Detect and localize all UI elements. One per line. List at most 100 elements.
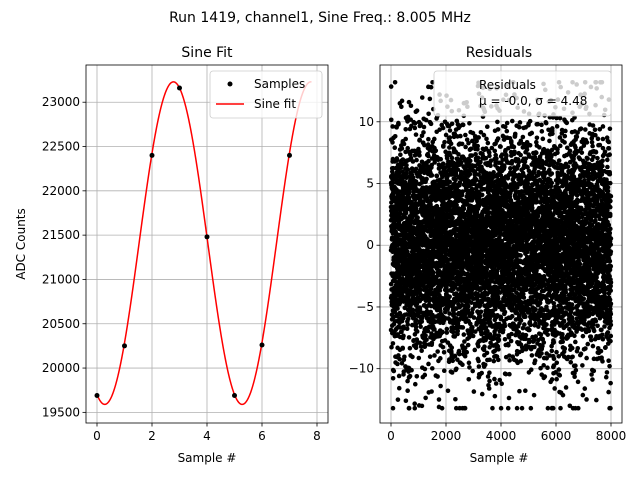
residual-point — [461, 123, 466, 128]
residual-point — [506, 343, 511, 348]
sine-fit-legend: Samples Sine fit — [210, 71, 322, 118]
residual-point — [413, 382, 418, 387]
residual-point — [402, 142, 407, 147]
residual-point — [428, 97, 433, 102]
residual-point — [434, 148, 439, 153]
residual-point — [442, 368, 447, 373]
y-tick-label: 21500 — [42, 228, 80, 242]
residual-point — [417, 153, 422, 158]
residual-point — [441, 345, 446, 350]
residual-point — [492, 359, 497, 364]
residual-point — [431, 270, 436, 275]
legend-samples-label: Samples — [254, 77, 305, 91]
residual-point — [414, 325, 419, 330]
residual-point — [420, 404, 425, 409]
x-tick-label: 6 — [258, 429, 266, 443]
residual-point — [393, 80, 398, 85]
residual-point — [424, 177, 429, 182]
residual-point — [400, 346, 405, 351]
residual-point — [472, 315, 477, 320]
residual-point — [484, 137, 489, 142]
residual-point — [389, 118, 394, 123]
residual-point — [432, 353, 437, 358]
residual-point — [429, 122, 434, 127]
residual-point — [391, 341, 396, 346]
residual-point — [415, 108, 420, 113]
residual-point — [405, 326, 410, 331]
residual-point — [413, 126, 418, 131]
residual-point — [488, 163, 493, 168]
residual-point — [466, 304, 471, 309]
residual-point — [506, 406, 511, 411]
residual-point — [472, 348, 477, 353]
residual-point — [521, 135, 526, 140]
residual-point — [497, 337, 502, 342]
y-tick-label: 21000 — [42, 272, 80, 286]
residual-point — [462, 332, 467, 337]
residual-point — [391, 376, 396, 381]
residual-point — [463, 354, 468, 359]
residual-point — [426, 137, 431, 142]
residual-point — [494, 156, 499, 161]
residual-point — [415, 329, 420, 334]
residual-point — [468, 172, 473, 177]
residual-point — [438, 356, 443, 361]
residual-point — [496, 358, 501, 363]
residual-point — [466, 377, 471, 382]
residual-point — [390, 140, 395, 145]
residual-point — [517, 389, 522, 394]
residual-point — [517, 125, 522, 130]
residual-point — [430, 366, 435, 371]
residual-point — [492, 149, 497, 154]
residual-point — [392, 145, 397, 150]
residual-point — [462, 207, 467, 212]
residual-point — [428, 354, 433, 359]
legend-samples-marker — [228, 82, 233, 87]
residual-point — [487, 386, 492, 391]
residual-point — [409, 368, 414, 373]
residual-point — [470, 369, 475, 374]
residual-point — [415, 215, 420, 220]
residual-point — [520, 406, 525, 411]
residual-point — [426, 111, 431, 116]
residual-point — [449, 345, 454, 350]
x-tick-label: 0 — [93, 429, 101, 443]
sample-point — [232, 393, 237, 398]
residual-point — [403, 127, 408, 132]
residual-point — [476, 156, 481, 161]
residual-point — [400, 146, 405, 151]
residual-point — [515, 406, 520, 411]
residual-point — [446, 389, 451, 394]
residual-point — [487, 357, 492, 362]
residual-point — [432, 137, 437, 142]
residual-point — [496, 296, 501, 301]
residual-point — [430, 173, 435, 178]
residual-point — [414, 158, 419, 163]
residual-point — [460, 142, 465, 147]
residual-point — [414, 167, 419, 172]
residual-point — [404, 163, 409, 168]
residual-point — [512, 145, 517, 150]
residual-point — [442, 350, 447, 355]
residual-point — [466, 343, 471, 348]
residual-point — [502, 165, 507, 170]
residual-point — [450, 156, 455, 161]
residual-point — [466, 308, 471, 313]
residual-point — [480, 392, 485, 397]
residual-point — [475, 144, 480, 149]
residual-point — [450, 216, 455, 221]
residual-point — [485, 124, 490, 129]
sine-fit-grid — [86, 65, 328, 423]
residual-point — [461, 325, 466, 330]
residual-point — [420, 95, 425, 100]
residual-point — [487, 370, 492, 375]
residual-point — [509, 339, 514, 344]
residual-point — [509, 332, 514, 337]
residual-point — [463, 145, 468, 150]
residual-point — [409, 103, 414, 108]
residual-point — [496, 127, 501, 132]
residual-point — [517, 330, 522, 335]
x-tick-label: 4 — [203, 429, 211, 443]
